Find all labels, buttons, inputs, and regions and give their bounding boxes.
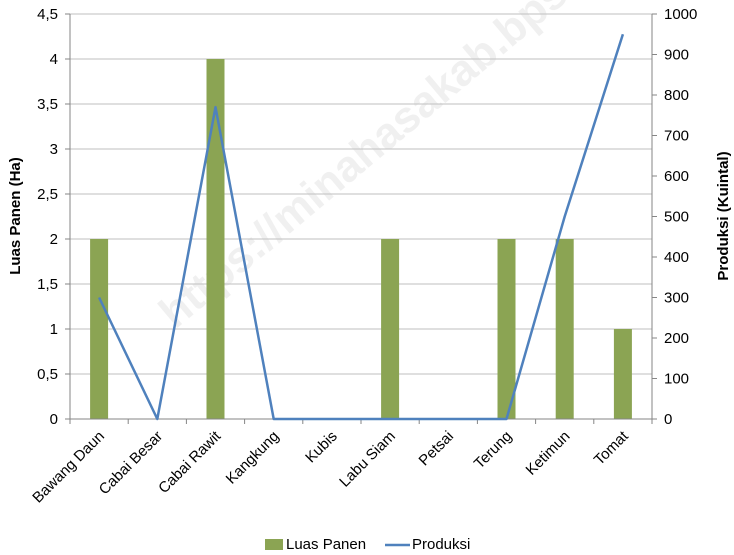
right-tick-label: 400 <box>664 249 689 266</box>
bar-terung <box>497 239 516 419</box>
legend-label-produksi: Produksi <box>412 536 470 553</box>
bar-ketimun <box>555 239 574 419</box>
right-tick-label: 200 <box>664 330 689 347</box>
left-tick-label: 2 <box>50 231 58 248</box>
left-tick-label: 4,5 <box>37 6 58 23</box>
category-label-cabai-rawit: Cabai Rawit <box>155 427 225 497</box>
axes <box>65 13 657 424</box>
bar-bawang-daun <box>90 239 109 419</box>
left-tick-label: 0,5 <box>37 366 58 383</box>
left-tick-label: 3,5 <box>37 96 58 113</box>
left-tick-label: 2,5 <box>37 186 58 203</box>
right-tick-label: 800 <box>664 87 689 104</box>
line-series-produksi <box>97 33 625 421</box>
right-tick-label: 1000 <box>664 6 697 23</box>
category-label-ketimun: Ketimun <box>523 428 574 479</box>
legend-label-luas-panen: Luas Panen <box>286 536 366 553</box>
right-tick-label: 900 <box>664 47 689 64</box>
category-label-petsai: Petsai <box>416 428 458 470</box>
bar-cabai-rawit <box>206 59 225 419</box>
left-tick-label: 0 <box>50 411 58 428</box>
right-axis-label: Produksi (Kuintal) <box>715 151 732 280</box>
left-tick-label: 1,5 <box>37 276 58 293</box>
category-label-bawang-daun: Bawang Daun <box>29 428 108 507</box>
category-label-kangkung: Kangkung <box>223 428 283 488</box>
right-tick-label: 0 <box>664 411 672 428</box>
bar-tomat <box>613 329 632 419</box>
category-label-terung: Terung <box>471 428 515 472</box>
category-label-tomat: Tomat <box>591 427 632 468</box>
bar-series-luas-panen <box>90 59 632 419</box>
left-tick-label: 3 <box>50 141 58 158</box>
right-tick-label: 100 <box>664 371 689 388</box>
left-axis-label: Luas Panen (Ha) <box>7 157 24 275</box>
right-tick-label: 600 <box>664 168 689 185</box>
left-tick-label: 4 <box>50 51 58 68</box>
left-axis-ticks: 0 0,5 1 1,5 2 2,5 3 3,5 4 4,5 <box>37 6 58 428</box>
right-tick-label: 500 <box>664 209 689 226</box>
gridlines <box>70 13 652 420</box>
bar-labu-siam <box>381 239 400 419</box>
right-tick-label: 700 <box>664 128 689 145</box>
left-tick-label: 1 <box>50 321 58 338</box>
legend: Luas Panen Produksi <box>265 536 470 553</box>
category-label-kubis: Kubis <box>302 428 341 467</box>
right-tick-label: 300 <box>664 290 689 307</box>
right-axis-ticks: 0 100 200 300 400 500 600 700 800 900 1000 <box>664 6 697 428</box>
produksi-line <box>97 33 625 421</box>
category-label-labu-siam: Labu Siam <box>336 428 399 491</box>
legend-swatch-luas-panen <box>265 539 283 550</box>
